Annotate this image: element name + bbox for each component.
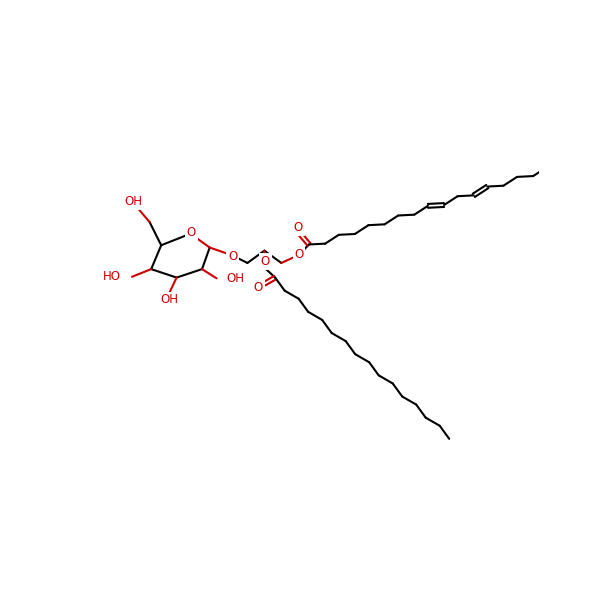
Text: OH: OH	[226, 272, 244, 285]
Text: OH: OH	[160, 293, 178, 307]
Text: OH: OH	[124, 195, 142, 208]
Text: O: O	[254, 281, 263, 294]
Text: HO: HO	[103, 271, 121, 283]
Text: O: O	[293, 221, 303, 234]
Text: O: O	[228, 250, 238, 263]
Text: O: O	[295, 248, 304, 261]
Text: O: O	[260, 255, 270, 268]
Text: O: O	[187, 226, 196, 239]
